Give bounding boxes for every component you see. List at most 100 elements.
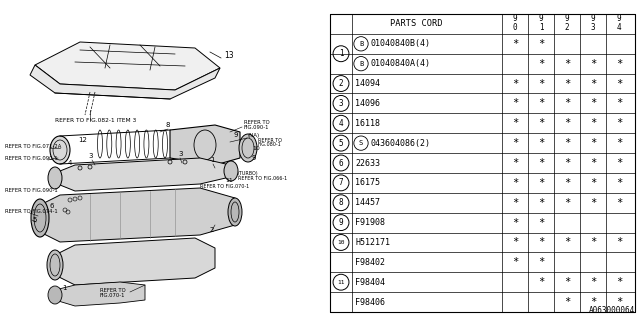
Polygon shape: [55, 282, 145, 306]
Text: *: *: [538, 277, 544, 287]
Text: *: *: [564, 237, 570, 247]
Text: 9: 9: [234, 132, 239, 138]
Polygon shape: [55, 158, 230, 191]
Text: 12: 12: [78, 137, 87, 143]
Text: *: *: [590, 158, 596, 168]
Text: 9
1: 9 1: [539, 14, 543, 32]
Text: REFER TO FIG.090-1: REFER TO FIG.090-1: [5, 156, 58, 161]
Text: B: B: [359, 41, 363, 47]
Text: *: *: [616, 277, 622, 287]
Text: 1: 1: [210, 157, 214, 163]
Text: 16175: 16175: [355, 178, 380, 188]
Text: 3: 3: [178, 151, 182, 157]
Polygon shape: [35, 42, 220, 90]
Text: 16118: 16118: [355, 119, 380, 128]
Text: F98402: F98402: [355, 258, 385, 267]
Text: 5: 5: [32, 217, 36, 223]
Text: 10: 10: [252, 146, 260, 151]
Polygon shape: [170, 125, 240, 165]
Text: 22633: 22633: [355, 158, 380, 167]
Text: *: *: [616, 178, 622, 188]
Text: *: *: [564, 277, 570, 287]
Text: *: *: [564, 59, 570, 69]
Text: *: *: [512, 218, 518, 228]
Text: 1: 1: [339, 49, 343, 58]
Text: (NA): (NA): [248, 133, 260, 138]
Text: *: *: [538, 39, 544, 49]
Text: *: *: [564, 99, 570, 108]
Text: *: *: [538, 178, 544, 188]
Text: REFER TO: REFER TO: [100, 288, 125, 293]
Text: *: *: [590, 78, 596, 89]
Text: 6: 6: [50, 203, 54, 209]
Text: *: *: [564, 178, 570, 188]
Text: 3: 3: [88, 153, 93, 159]
Text: 9
2: 9 2: [564, 14, 570, 32]
Text: *: *: [590, 138, 596, 148]
Text: *: *: [512, 118, 518, 128]
Text: REFER TO: REFER TO: [258, 138, 282, 143]
Text: 8: 8: [339, 198, 343, 207]
Text: *: *: [590, 178, 596, 188]
Text: REFER TO FIG.082-1 ITEM 3: REFER TO FIG.082-1 ITEM 3: [55, 118, 136, 123]
Text: 14094: 14094: [355, 79, 380, 88]
Text: *: *: [616, 198, 622, 208]
Text: 6: 6: [339, 158, 343, 167]
Text: *: *: [616, 118, 622, 128]
Text: *: *: [538, 59, 544, 69]
Text: FIG.070-1: FIG.070-1: [100, 293, 125, 298]
Text: REFER TO FIG.066-1: REFER TO FIG.066-1: [238, 176, 287, 181]
Text: *: *: [538, 138, 544, 148]
Text: 01040840A(4): 01040840A(4): [370, 59, 430, 68]
Text: FIG.080-1: FIG.080-1: [258, 142, 282, 147]
Text: *: *: [590, 99, 596, 108]
Text: A063000064: A063000064: [589, 306, 635, 315]
Text: 7: 7: [339, 178, 343, 188]
Text: H512171: H512171: [355, 238, 390, 247]
Text: *: *: [590, 118, 596, 128]
Text: PARTS CORD: PARTS CORD: [390, 20, 442, 28]
Text: *: *: [512, 39, 518, 49]
Text: *: *: [512, 178, 518, 188]
Text: *: *: [616, 78, 622, 89]
Text: *: *: [616, 59, 622, 69]
Text: *: *: [512, 99, 518, 108]
Ellipse shape: [224, 161, 238, 181]
Text: *: *: [538, 158, 544, 168]
Text: *: *: [512, 78, 518, 89]
Text: S: S: [359, 140, 363, 146]
Ellipse shape: [48, 286, 62, 304]
Text: *: *: [512, 257, 518, 267]
Text: 14096: 14096: [355, 99, 380, 108]
Text: (TURBO): (TURBO): [238, 171, 259, 176]
Text: REFER TO FIG.071-2A: REFER TO FIG.071-2A: [5, 144, 61, 149]
Text: 11: 11: [337, 280, 345, 285]
Text: 9
0: 9 0: [513, 14, 517, 32]
Text: 4: 4: [339, 119, 343, 128]
Text: *: *: [564, 158, 570, 168]
Ellipse shape: [48, 167, 62, 189]
Text: 11: 11: [225, 178, 233, 183]
Text: *: *: [590, 237, 596, 247]
Ellipse shape: [31, 199, 49, 237]
Text: B: B: [359, 61, 363, 67]
Text: *: *: [564, 297, 570, 307]
Text: *: *: [538, 78, 544, 89]
Bar: [330, 14, 635, 312]
Ellipse shape: [239, 134, 257, 162]
Text: 13: 13: [224, 52, 234, 60]
Text: 1: 1: [62, 285, 67, 291]
Text: *: *: [538, 257, 544, 267]
Text: F91908: F91908: [355, 218, 385, 227]
Text: *: *: [538, 118, 544, 128]
Polygon shape: [30, 65, 220, 99]
Text: *: *: [512, 158, 518, 168]
Text: *: *: [564, 118, 570, 128]
Text: 9: 9: [252, 155, 257, 161]
Ellipse shape: [50, 136, 70, 164]
Text: 9
3: 9 3: [591, 14, 595, 32]
Text: *: *: [616, 158, 622, 168]
Text: 2: 2: [339, 79, 343, 88]
Text: *: *: [564, 198, 570, 208]
Ellipse shape: [47, 250, 63, 280]
